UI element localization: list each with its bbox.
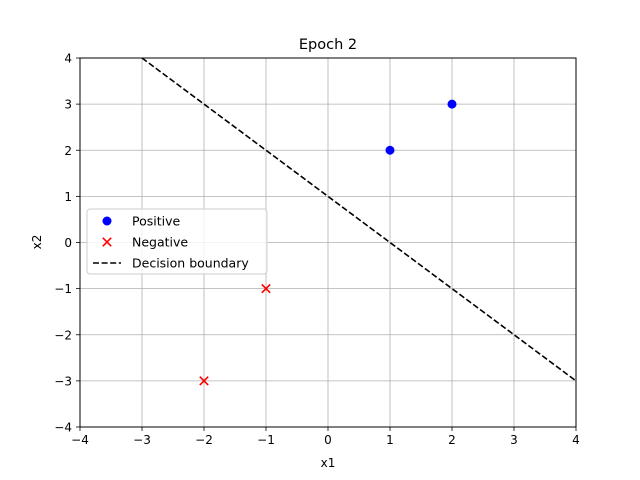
y-tick-label: −3 <box>54 374 72 388</box>
positive-point <box>447 99 457 109</box>
x-tick-label: 4 <box>572 433 580 447</box>
x-tick-label: 3 <box>510 433 518 447</box>
y-tick-label: 3 <box>64 98 72 112</box>
x-tick-label: 1 <box>386 433 394 447</box>
x-tick-label: 0 <box>324 433 332 447</box>
legend-marker <box>102 237 112 247</box>
legend-frame <box>86 208 268 275</box>
x-marker-stroke <box>199 376 209 386</box>
y-tick-label: 4 <box>64 52 72 66</box>
decision-boundary-line <box>141 57 577 382</box>
y-tick-label: 1 <box>64 190 72 204</box>
legend-label: Negative <box>132 235 188 250</box>
chart-title: Epoch 2 <box>299 37 357 53</box>
x-tick-label: −3 <box>133 433 151 447</box>
legend-entry: Negative <box>102 235 188 250</box>
x-marker-stroke <box>102 237 112 247</box>
x-marker-stroke <box>261 283 271 294</box>
x-axis-label: x1 <box>321 456 336 470</box>
legend: Positive Negative Decision boundary <box>86 208 268 275</box>
x-tick-label: −4 <box>71 433 89 447</box>
plot-area <box>141 57 577 386</box>
y-tick-label: −2 <box>54 328 72 342</box>
y-tick-label: −4 <box>54 421 72 435</box>
legend-label: Decision boundary <box>132 256 249 271</box>
y-tick-label: 2 <box>64 144 72 158</box>
legend-label: Positive <box>132 214 180 229</box>
positive-point <box>385 145 395 155</box>
legend-entry: Decision boundary <box>93 256 249 271</box>
x-tick-label: 2 <box>448 433 456 447</box>
ticks: −4 −3 −2 −1 0 1 2 3 4 −4 −3 −2 −1 0 1 2 3 4 <box>54 52 580 448</box>
negative-point <box>261 283 271 294</box>
x-tick-label: −2 <box>195 433 213 447</box>
y-axis-label: x2 <box>30 235 44 250</box>
legend-marker <box>102 216 112 226</box>
negative-point <box>199 376 209 386</box>
legend-entry: Positive <box>102 214 180 229</box>
y-tick-label: 0 <box>64 236 72 250</box>
y-tick-label: −1 <box>54 282 72 296</box>
x-tick-label: −1 <box>257 433 275 447</box>
